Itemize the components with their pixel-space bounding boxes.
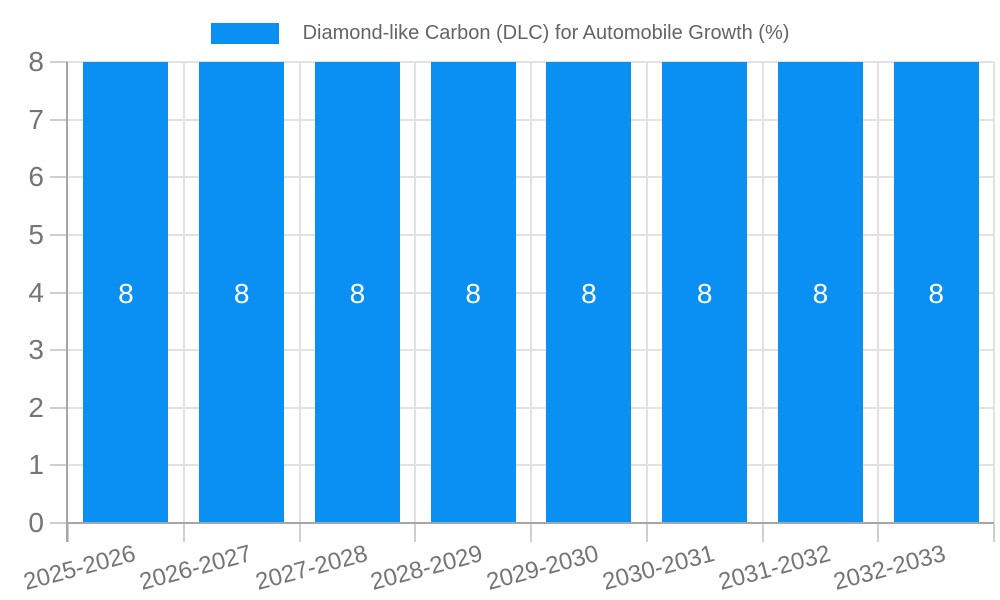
x-gridline bbox=[993, 62, 995, 523]
x-axis-tick-label: 2032-2033 bbox=[830, 540, 949, 596]
y-tick bbox=[50, 406, 68, 409]
x-gridline bbox=[761, 62, 764, 523]
x-gridline bbox=[645, 62, 648, 523]
bar-value-label: 8 bbox=[581, 277, 597, 309]
x-axis-tick-label: 2027-2028 bbox=[252, 540, 371, 596]
y-tick bbox=[50, 349, 68, 352]
bar-2030-2031[interactable] bbox=[662, 62, 748, 523]
y-axis-tick-label: 7 bbox=[28, 103, 44, 135]
bar-2025-2026[interactable] bbox=[83, 62, 169, 523]
x-tick bbox=[877, 524, 880, 542]
x-tick bbox=[530, 524, 532, 542]
y-axis-tick-label: 5 bbox=[28, 218, 44, 250]
bar-value-label: 8 bbox=[233, 277, 250, 309]
x-axis-tick-label: 2029-2030 bbox=[483, 540, 602, 596]
y-axis-tick-label: 4 bbox=[28, 276, 44, 308]
bar-value-label: 8 bbox=[812, 277, 829, 309]
legend-swatch bbox=[210, 22, 279, 44]
x-axis-line bbox=[66, 522, 994, 524]
x-axis-tick-label: 2025-2026 bbox=[20, 540, 139, 596]
y-axis-tick-label: 6 bbox=[28, 161, 44, 193]
x-tick bbox=[182, 524, 185, 542]
y-axis-tick-label: 3 bbox=[28, 334, 44, 366]
y-tick bbox=[50, 61, 68, 63]
y-axis-tick-label: 8 bbox=[28, 46, 44, 77]
bar-value-label: 8 bbox=[465, 277, 481, 309]
y-tick bbox=[50, 522, 68, 524]
x-axis-tick-label: 2028-2029 bbox=[367, 540, 486, 596]
x-tick bbox=[761, 524, 764, 542]
bar-2031-2032[interactable] bbox=[777, 62, 863, 523]
bar-2027-2028[interactable] bbox=[314, 62, 400, 523]
y-axis-tick-label: 1 bbox=[28, 449, 44, 481]
x-gridline bbox=[298, 62, 301, 523]
x-tick bbox=[67, 524, 69, 542]
x-tick bbox=[298, 524, 301, 542]
bar-value-label: 8 bbox=[118, 277, 134, 309]
y-tick bbox=[50, 464, 68, 467]
x-tick bbox=[993, 524, 995, 542]
y-tick bbox=[50, 291, 68, 294]
x-axis-tick-label: 2031-2032 bbox=[715, 540, 834, 596]
x-tick bbox=[414, 524, 417, 542]
bar-2032-2033[interactable] bbox=[893, 62, 979, 523]
x-gridline bbox=[877, 62, 880, 523]
legend-label: Diamond-like Carbon (DLC) for Automobile… bbox=[302, 22, 790, 44]
bar-value-label: 8 bbox=[349, 277, 366, 309]
bar-value-label: 8 bbox=[928, 277, 944, 309]
chart-legend: Diamond-like Carbon (DLC) for Automobile… bbox=[0, 20, 1000, 46]
y-axis-tick-label: 2 bbox=[28, 391, 44, 423]
x-tick bbox=[645, 524, 648, 542]
x-axis-tick-label: 2030-2031 bbox=[599, 540, 718, 596]
y-tick bbox=[50, 118, 68, 121]
x-gridline bbox=[414, 62, 417, 523]
y-axis-tick-label: 0 bbox=[28, 507, 44, 538]
bar-2029-2030[interactable] bbox=[546, 62, 632, 523]
bar-2028-2029[interactable] bbox=[430, 62, 516, 523]
x-gridline bbox=[182, 62, 185, 523]
x-gridline bbox=[530, 62, 532, 523]
y-axis-line bbox=[66, 62, 68, 542]
bar-value-label: 8 bbox=[696, 277, 713, 309]
bar-2026-2027[interactable] bbox=[199, 62, 285, 523]
y-tick bbox=[50, 233, 68, 236]
x-axis-tick-label: 2026-2027 bbox=[136, 540, 255, 596]
y-tick bbox=[50, 176, 68, 179]
